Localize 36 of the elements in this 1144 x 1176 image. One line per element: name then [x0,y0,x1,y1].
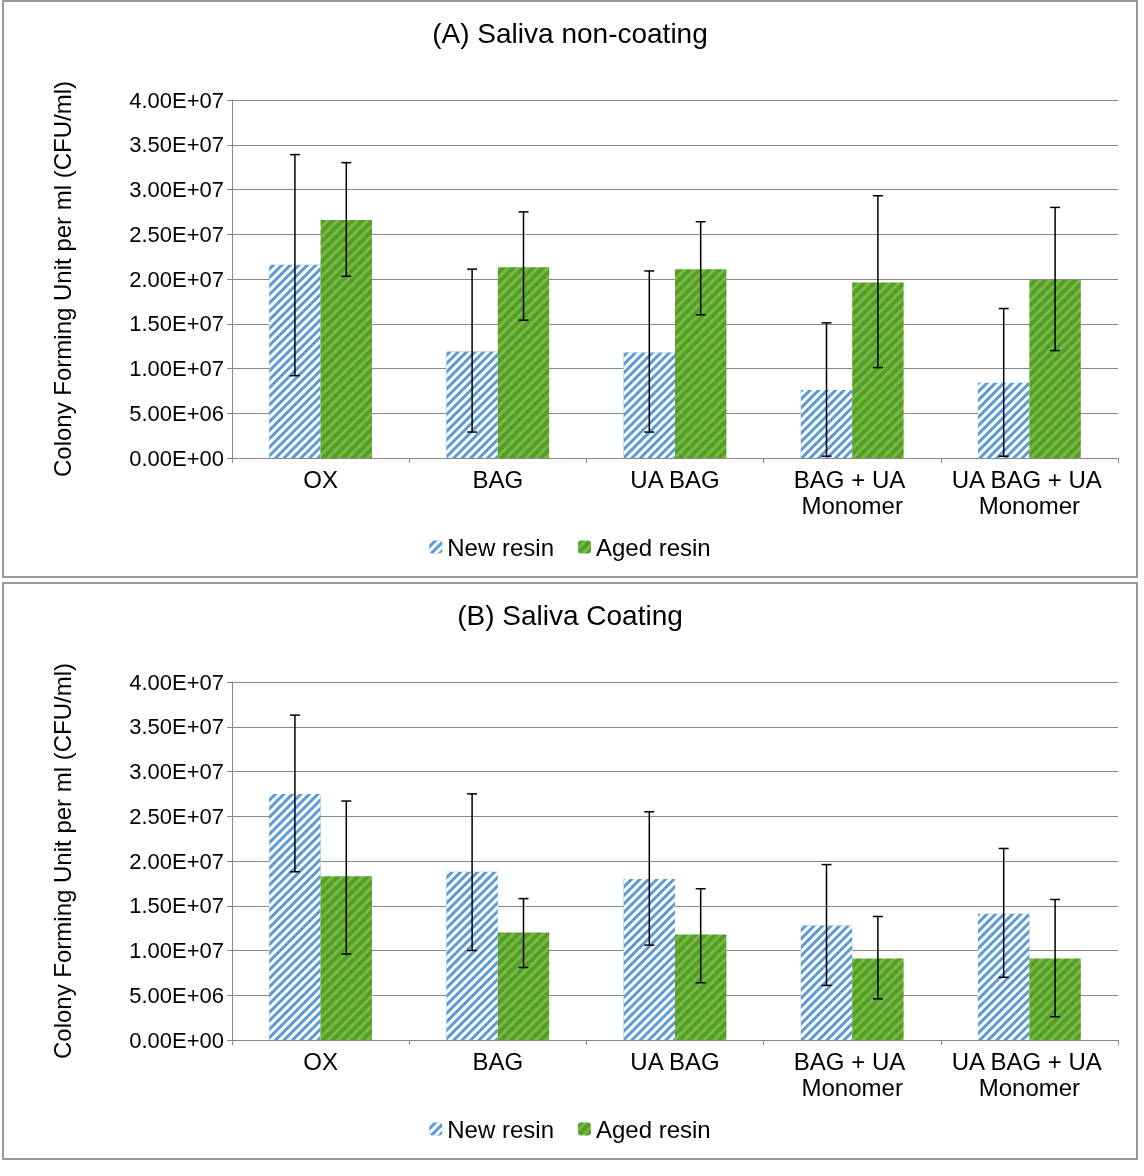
y-tick-label: 4.00E+07 [129,87,224,113]
x-tick-label: UA BAG + UA Monomer [951,1047,1108,1101]
x-tick-label: UA BAG [630,1047,720,1075]
y-tick-label: 5.00E+06 [129,400,224,426]
y-tick-label: 3.00E+07 [129,177,224,202]
x-tick-label: OX [303,1047,338,1075]
y-tick-label: 4.00E+07 [129,669,224,695]
x-tick-label: UA BAG [630,465,720,493]
y-tick-label: 2.50E+07 [129,803,224,829]
x-tick-label: BAG [472,465,524,493]
y-tick-label: 0.00E+00 [129,445,224,471]
y-tick-label: 3.50E+07 [129,714,224,740]
chart-title: (A) Saliva non-coating [432,17,708,49]
legend-label: New resin [447,533,554,561]
y-tick-label: 3.50E+07 [129,132,224,158]
legend-label: New resin [447,1115,554,1143]
y-tick-label: 2.50E+07 [129,221,224,247]
y-tick-label: 1.50E+07 [129,311,224,337]
x-tick-label: BAG [472,1047,524,1075]
y-tick-label: 1.00E+07 [129,356,224,381]
y-axis-title: Colony Forming Unit per ml (CFU/ml) [48,662,76,1060]
y-tick-label: 1.50E+07 [129,893,224,919]
legend-label: Aged resin [595,533,711,561]
x-tick-label: BAG + UA Monomer [793,1047,911,1101]
y-axis-title: Colony Forming Unit per ml (CFU/ml) [48,80,76,478]
x-tick-label: UA BAG + UA Monomer [951,465,1108,519]
y-tick-label: 5.00E+06 [129,982,224,1008]
y-tick-label: 3.00E+07 [129,759,224,784]
y-tick-label: 2.00E+07 [129,848,224,874]
x-tick-label: BAG + UA Monomer [793,465,911,519]
legend-label: Aged resin [595,1115,711,1143]
y-tick-label: 2.00E+07 [129,266,224,292]
chart-title: (B) Saliva Coating [457,599,683,631]
y-tick-label: 1.00E+07 [129,938,224,963]
y-tick-label: 0.00E+00 [129,1027,224,1053]
x-tick-label: OX [303,465,338,493]
